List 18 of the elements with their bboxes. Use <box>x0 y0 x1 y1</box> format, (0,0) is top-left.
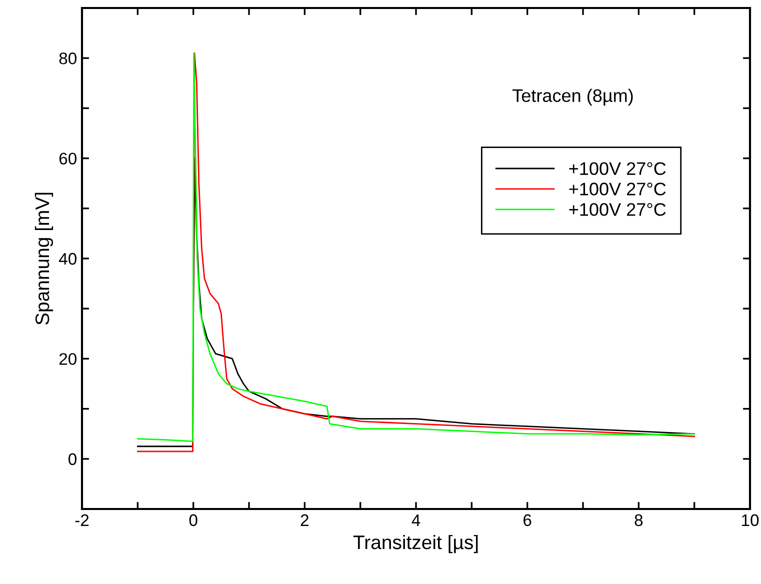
x-tick-label: 10 <box>742 514 759 526</box>
x-tick-label: 0 <box>189 514 198 526</box>
x-tick-label: 2 <box>300 514 308 526</box>
y-tick-label: 20 <box>59 353 76 365</box>
x-tick-label: 8 <box>634 514 643 526</box>
y-tick-label: 0 <box>68 453 76 466</box>
x-tick-label: 4 <box>412 514 420 526</box>
y-tick-label: 80 <box>59 52 76 64</box>
x-tick-label: 6 <box>524 514 532 526</box>
y-tick-label: 60 <box>59 152 76 165</box>
y-tick-label: 40 <box>58 252 76 265</box>
annotation: Tetracen (8µm) <box>512 88 633 106</box>
x-tick-label: -2 <box>75 514 89 526</box>
legend-label: +100V 27°C <box>569 162 666 175</box>
x-axis-title: Transitzeit [µs] <box>353 534 478 554</box>
y-axis-title: Spannung [mV] <box>34 192 54 325</box>
legend-label: +100V 27°C <box>569 203 666 216</box>
legend-label: +100V 27°C <box>569 182 666 196</box>
